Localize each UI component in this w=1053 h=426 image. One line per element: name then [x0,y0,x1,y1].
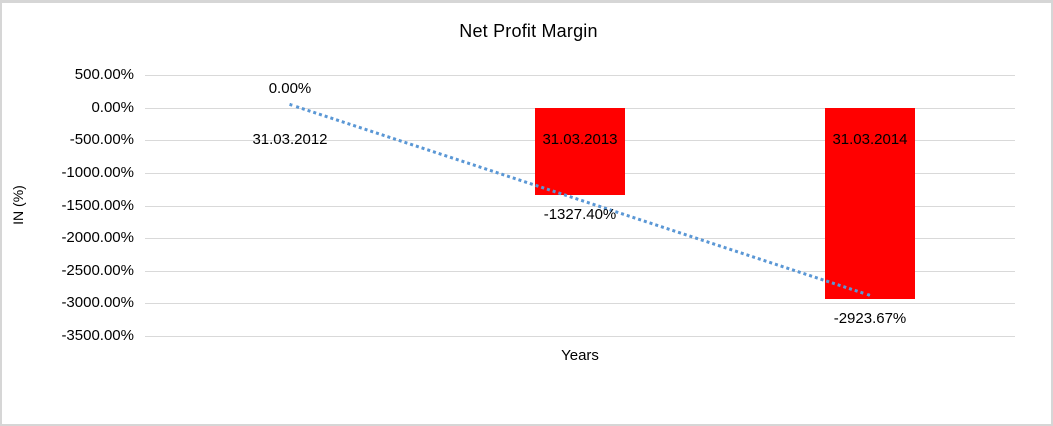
gridline [145,303,1015,304]
y-axis-tick-label: -1500.00% [61,197,134,214]
bar-31.03.2013[interactable] [535,108,625,195]
gridline [145,238,1015,239]
data-label: -2923.67% [833,310,907,327]
gridline [145,75,1015,76]
gridline [145,206,1015,207]
data-label: -1327.40% [543,206,617,223]
y-axis-tick-label: -3500.00% [61,327,134,344]
chart-title[interactable]: Net Profit Margin [459,21,598,41]
x-axis-title[interactable]: Years [561,347,599,364]
y-axis-tick-label: -3000.00% [61,294,134,311]
y-axis-tick-label: -2000.00% [61,229,134,246]
y-axis-tick-label: -1000.00% [61,164,134,181]
x-axis-category-label: 31.03.2013 [542,131,618,148]
y-axis-tick-label: -500.00% [69,131,134,148]
y-axis-tick-label: 0.00% [91,99,134,116]
data-label: 0.00% [268,80,312,97]
x-axis-category-label: 31.03.2012 [252,131,328,148]
y-axis-tick-label: -2500.00% [61,262,134,279]
y-axis-tick-label: 500.00% [74,66,134,83]
gridline [145,336,1015,337]
x-axis-category-label: 31.03.2014 [832,131,908,148]
gridline [145,271,1015,272]
bar-31.03.2014[interactable] [825,108,915,299]
